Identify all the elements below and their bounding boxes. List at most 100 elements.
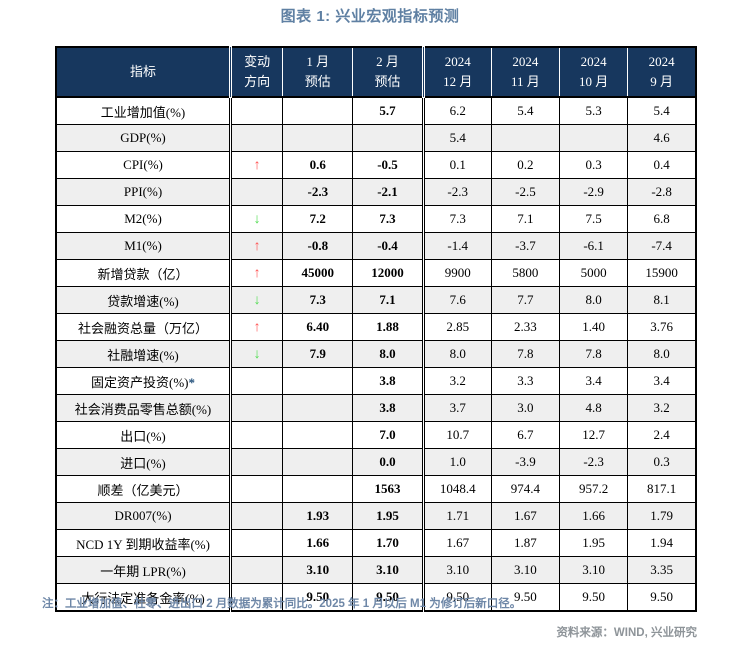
feb-forecast-cell: -0.4	[352, 232, 424, 260]
indicator-label-cell: 出口(%)	[55, 421, 232, 449]
sep-2024-cell: 3.2	[627, 394, 697, 422]
oct-2024-cell: 4.8	[559, 394, 629, 422]
header-2024-dec: 2024 12 月	[421, 47, 492, 98]
footnote-star-marker: *	[188, 374, 196, 390]
oct-2024-cell	[559, 124, 629, 152]
indicator-label-cell: 社会消费品零售总额(%)	[55, 394, 232, 422]
change-direction-cell	[229, 421, 284, 449]
jan-forecast-cell: 6.40	[282, 313, 354, 341]
table-row: PPI(%) -2.3 -2.1 -2.3 -2.5 -2.9 -2.8	[55, 178, 697, 206]
table-row: NCD 1Y 到期收益率(%) 1.66 1.70 1.67 1.87 1.95…	[55, 529, 697, 557]
jan-forecast-cell	[282, 96, 354, 125]
oct-2024-cell: 957.2	[559, 475, 629, 503]
indicator-label-cell: PPI(%)	[55, 178, 232, 206]
oct-2024-cell: 3.10	[559, 556, 629, 584]
indicator-label: CPI(%)	[123, 157, 163, 172]
table-row: 工业增加值(%) 5.7 6.2 5.4 5.3 5.4	[55, 96, 697, 125]
indicator-label: 固定资产投资(%)	[91, 374, 189, 390]
indicator-label: 大行法定准备金率(%)	[81, 590, 205, 606]
feb-forecast-cell: 5.7	[352, 96, 424, 125]
indicator-label-cell: 社融增速(%)	[55, 340, 232, 368]
trend-arrow-icon: ↓	[253, 293, 261, 308]
feb-forecast-cell: 3.8	[352, 394, 424, 422]
dec-2024-cell: 3.2	[421, 367, 492, 395]
oct-2024-cell: 1.66	[559, 502, 629, 530]
change-direction-cell: ↓	[229, 286, 284, 314]
dec-2024-cell: 9900	[421, 259, 492, 287]
dec-2024-cell: 1.71	[421, 502, 492, 530]
sep-2024-cell: 5.4	[627, 96, 697, 125]
change-direction-cell	[229, 529, 284, 557]
footnote: 注：工业增加值、社零、进出口 2 月数据为累计同比。2025 年 1 月以后 M…	[42, 598, 522, 610]
table-row: 一年期 LPR(%) 3.10 3.10 3.10 3.10 3.10 3.35	[55, 556, 697, 584]
change-direction-cell: ↑	[229, 313, 284, 341]
jan-forecast-cell: -2.3	[282, 178, 354, 206]
change-direction-cell	[229, 502, 284, 530]
table-row: CPI(%) ↑ 0.6 -0.5 0.1 0.2 0.3 0.4	[55, 151, 697, 179]
sep-2024-cell: 0.4	[627, 151, 697, 179]
table-row: M2(%) ↓ 7.2 7.3 7.3 7.1 7.5 6.8	[55, 205, 697, 233]
dec-2024-cell: 8.0	[421, 340, 492, 368]
table-row: 社会融资总量（万亿） ↑ 6.40 1.88 2.85 2.33 1.40 3.…	[55, 313, 697, 341]
indicator-label: 顺差（亿美元）	[97, 482, 189, 498]
change-direction-cell	[229, 367, 284, 395]
indicator-label-cell: 社会融资总量（万亿）	[55, 313, 232, 341]
table-row: 贷款增速(%) ↓ 7.3 7.1 7.6 7.7 8.0 8.1	[55, 286, 697, 314]
jan-forecast-cell	[282, 421, 354, 449]
table-row: DR007(%) 1.93 1.95 1.71 1.67 1.66 1.79	[55, 502, 697, 530]
dec-2024-cell: 1.67	[421, 529, 492, 557]
sep-2024-cell: 0.3	[627, 448, 697, 476]
change-direction-cell	[229, 96, 284, 125]
indicator-label: 社会消费品零售总额(%)	[74, 401, 212, 417]
sep-2024-cell: 1.94	[627, 529, 697, 557]
change-direction-cell	[229, 178, 284, 206]
jan-forecast-cell: 0.6	[282, 151, 354, 179]
jan-forecast-cell: 1.93	[282, 502, 354, 530]
nov-2024-cell: 1.87	[490, 529, 561, 557]
nov-2024-cell: 3.0	[490, 394, 561, 422]
sep-2024-cell: 3.35	[627, 556, 697, 584]
indicator-label: 新增贷款（亿）	[97, 266, 189, 282]
oct-2024-cell: 9.50	[559, 583, 629, 612]
sep-2024-cell: 8.1	[627, 286, 697, 314]
feb-forecast-cell: 0.0	[352, 448, 424, 476]
dec-2024-cell: 6.2	[421, 96, 492, 125]
oct-2024-cell: -2.3	[559, 448, 629, 476]
indicator-label: 贷款增速(%)	[107, 293, 179, 309]
macro-forecast-table: 指标 变动 方向 1 月 预估 2 月 预估 2024 12 月	[55, 46, 697, 612]
feb-forecast-cell: 1563	[352, 475, 424, 503]
table-row: 固定资产投资(%)* 3.8 3.2 3.3 3.4 3.4	[55, 367, 697, 395]
dec-2024-cell: 1048.4	[421, 475, 492, 503]
indicator-label: M2(%)	[124, 211, 162, 226]
change-direction-cell: ↑	[229, 151, 284, 179]
change-direction-cell	[229, 394, 284, 422]
jan-forecast-cell	[282, 394, 354, 422]
jan-forecast-cell: 45000	[282, 259, 354, 287]
indicator-label-cell: 一年期 LPR(%)	[55, 556, 232, 584]
change-direction-cell	[229, 124, 284, 152]
indicator-label: DR007(%)	[114, 508, 172, 523]
indicator-label: 社融增速(%)	[107, 347, 179, 363]
oct-2024-cell: 7.8	[559, 340, 629, 368]
nov-2024-cell: 5.4	[490, 96, 561, 125]
jan-forecast-cell: 7.9	[282, 340, 354, 368]
dec-2024-cell: 0.1	[421, 151, 492, 179]
dec-2024-cell: 1.0	[421, 448, 492, 476]
header-feb-forecast: 2 月 预估	[352, 47, 424, 98]
indicator-label: 工业增加值(%)	[100, 104, 186, 120]
table-row: 社融增速(%) ↓ 7.9 8.0 8.0 7.8 7.8 8.0	[55, 340, 697, 368]
nov-2024-cell: 6.7	[490, 421, 561, 449]
feb-forecast-cell: 8.0	[352, 340, 424, 368]
dec-2024-cell: 7.3	[421, 205, 492, 233]
table-row: 进口(%) 0.0 1.0 -3.9 -2.3 0.3	[55, 448, 697, 476]
sep-2024-cell: -7.4	[627, 232, 697, 260]
indicator-label: PPI(%)	[123, 184, 163, 199]
indicator-label: NCD 1Y 到期收益率(%)	[76, 536, 210, 552]
feb-forecast-cell: 3.8	[352, 367, 424, 395]
nov-2024-cell: 7.1	[490, 205, 561, 233]
oct-2024-cell: 1.40	[559, 313, 629, 341]
feb-forecast-cell: 1.88	[352, 313, 424, 341]
sep-2024-cell: 3.76	[627, 313, 697, 341]
nov-2024-cell	[490, 124, 561, 152]
trend-arrow-icon: ↑	[253, 239, 261, 254]
